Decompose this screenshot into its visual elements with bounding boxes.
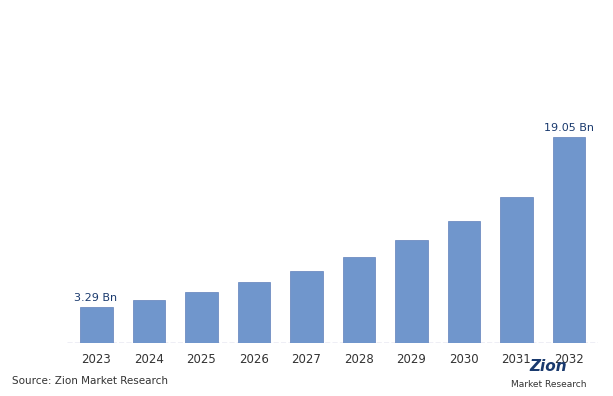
Bar [552, 137, 585, 343]
Text: Zion: Zion [530, 359, 568, 374]
Bar [132, 300, 165, 343]
Text: Market Research: Market Research [511, 380, 587, 389]
Bar [290, 271, 322, 343]
Bar [185, 292, 218, 343]
Text: CAGR : 19.20%: CAGR : 19.20% [78, 83, 189, 96]
Text: Global Market Size, 2024-2032 (USD Billion): Global Market Size, 2024-2032 (USD Billi… [138, 70, 475, 85]
Bar [395, 240, 428, 343]
Text: Anti-Money Laundering (AML) Market,: Anti-Money Laundering (AML) Market, [97, 25, 516, 44]
Text: 19.05 Bn: 19.05 Bn [544, 123, 594, 133]
Bar [447, 221, 480, 343]
Bar [80, 307, 113, 343]
Bar [343, 257, 375, 343]
Bar [237, 282, 270, 343]
Text: 3.29 Bn: 3.29 Bn [74, 293, 117, 303]
Bar [500, 198, 533, 343]
Text: Source: Zion Market Research: Source: Zion Market Research [12, 376, 168, 386]
